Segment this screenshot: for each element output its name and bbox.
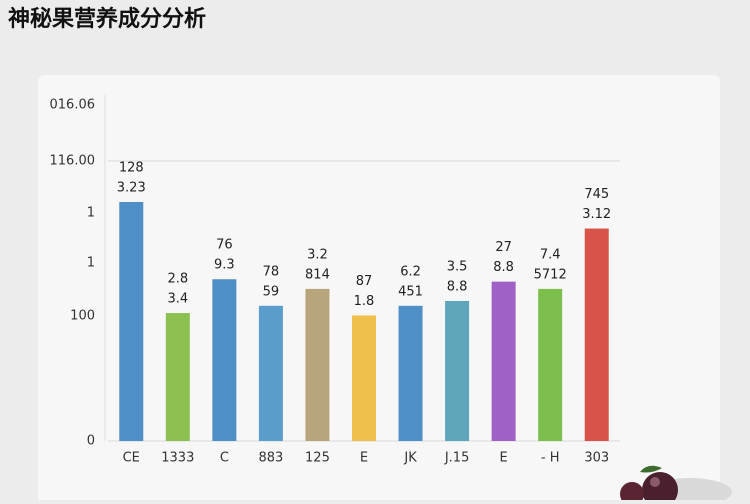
x-tick-label: 1333 — [161, 451, 194, 466]
bar-label: 8.8 — [447, 279, 468, 294]
fruit-decoration — [620, 465, 732, 504]
bar-label: 3.5 — [447, 259, 468, 274]
x-tick-label: 125 — [305, 451, 330, 466]
bar-label: 8.8 — [493, 260, 514, 275]
x-tick-label: 883 — [258, 451, 283, 466]
bar-label: 59 — [263, 284, 280, 299]
bar — [398, 305, 423, 441]
bar — [165, 313, 190, 441]
bar-label: 87 — [356, 274, 373, 289]
x-tick-label: JK — [403, 451, 417, 466]
bar — [352, 315, 376, 441]
y-axis-note: 100 — [70, 309, 95, 324]
y-axis-note: 1 — [87, 256, 95, 271]
bar-label: 6.2 — [400, 264, 421, 279]
bar-label: 27 — [495, 240, 512, 255]
bar — [305, 288, 330, 441]
y-axis-note: 1 — [87, 206, 95, 221]
bar-label: 2.8 — [167, 272, 188, 287]
bar-label: 5712 — [534, 267, 567, 282]
x-tick-label: E — [500, 451, 508, 466]
bar-label: 78 — [263, 264, 280, 279]
bar-label: 451 — [398, 284, 423, 299]
bar-label: 128 — [119, 160, 144, 175]
bar — [491, 281, 516, 441]
y-axis-note: 016.06 — [50, 98, 96, 113]
bar — [119, 201, 144, 441]
bar-label: 9.3 — [214, 258, 235, 273]
x-tick-label: 303 — [584, 451, 609, 466]
bar-label: 745 — [584, 187, 609, 202]
y-tick-label: 0 — [87, 434, 95, 449]
bar — [258, 305, 283, 441]
x-tick-label: J.15 — [444, 451, 470, 466]
bar — [445, 300, 470, 441]
x-tick-label: C — [220, 451, 229, 466]
bar — [212, 279, 237, 441]
x-tick-label: E — [360, 451, 368, 466]
bar-label: 7.4 — [540, 247, 561, 262]
bar-label: 1.8 — [354, 294, 375, 309]
bar-label: 3.23 — [117, 180, 146, 195]
x-tick-label: CE — [123, 451, 140, 466]
bar — [584, 228, 609, 441]
bar-label: 3.12 — [582, 207, 611, 222]
bar — [538, 288, 563, 441]
bar-label: 814 — [305, 267, 330, 282]
chart-title: 神秘果营养成分分析 — [8, 6, 206, 32]
x-tick-label: - H — [541, 451, 560, 466]
bar-label: 3.2 — [307, 247, 328, 262]
y-tick-label: 116.00 — [50, 153, 96, 168]
bar-label: 3.4 — [167, 292, 188, 307]
bar-label: 76 — [216, 238, 233, 253]
